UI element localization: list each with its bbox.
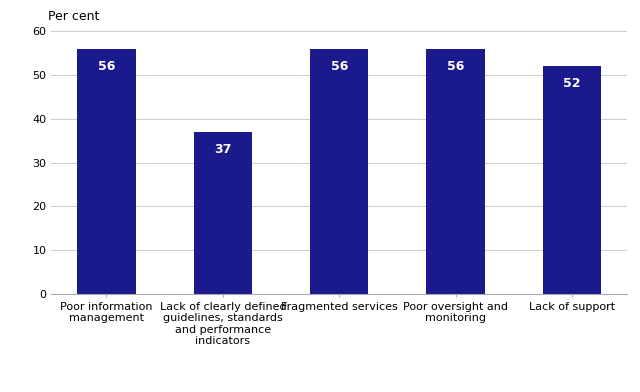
Text: 56: 56 — [98, 60, 115, 73]
Bar — [310, 49, 368, 294]
Bar — [194, 132, 252, 294]
Bar — [543, 66, 601, 294]
Text: 56: 56 — [330, 60, 348, 73]
Text: 56: 56 — [447, 60, 464, 73]
Text: 52: 52 — [563, 77, 580, 90]
Bar — [426, 49, 484, 294]
Text: Per cent: Per cent — [48, 10, 100, 23]
Text: 37: 37 — [214, 143, 232, 156]
Bar — [77, 49, 136, 294]
